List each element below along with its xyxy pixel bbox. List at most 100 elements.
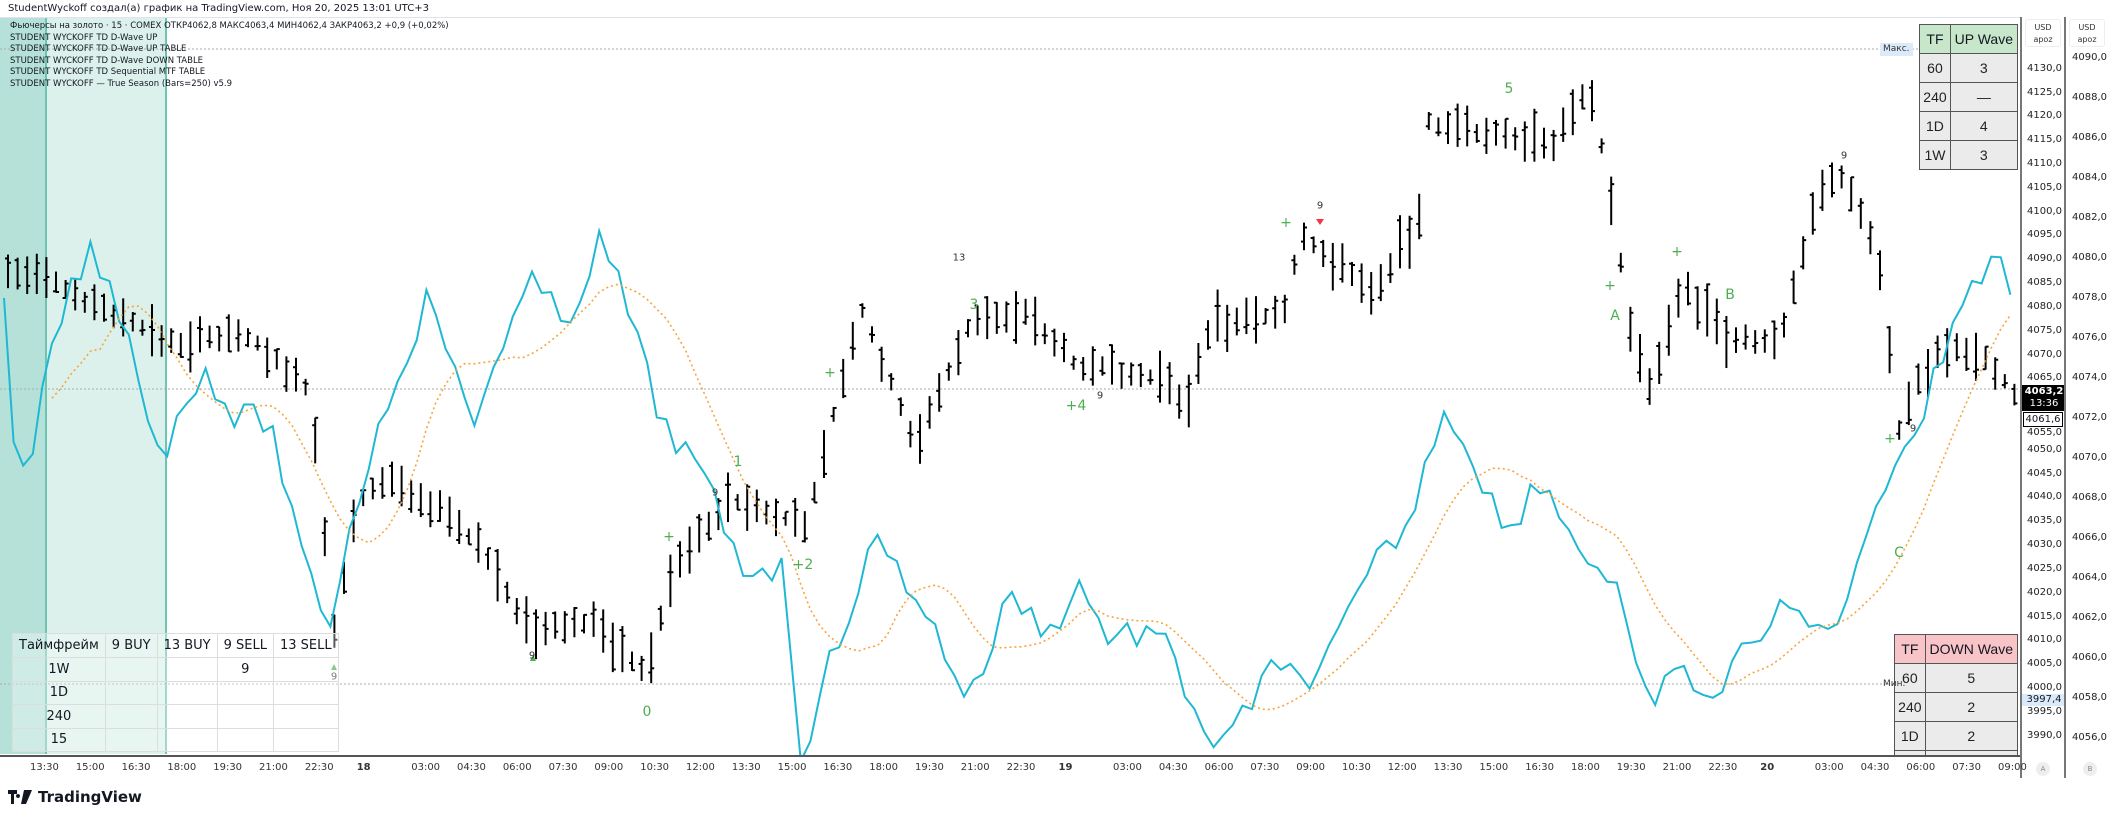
- header-cell: DOWN Wave: [1924, 634, 2019, 664]
- ohlc-bar: [1646, 368, 1653, 405]
- time-label: 09:00: [1997, 762, 2027, 773]
- price-label: 4055,0: [2027, 427, 2062, 438]
- ohlc-bar: [619, 626, 626, 673]
- ohlc-bar: [801, 511, 808, 543]
- price-label: 4020,0: [2027, 586, 2062, 598]
- indicator-legend-item[interactable]: STUDENT WYCKOFF — True Season (Bars=250)…: [10, 78, 233, 89]
- ohlc-bar: [1157, 350, 1163, 403]
- cell: 3: [1949, 140, 2019, 170]
- ohlc-bar: [1790, 270, 1797, 305]
- axis-a-button[interactable]: A: [2036, 762, 2050, 776]
- time-label: 22:30: [304, 762, 334, 773]
- td-count-label: 13: [952, 252, 966, 264]
- price-label: 4090,0: [2072, 52, 2107, 63]
- ohlc-bar: [1493, 119, 1499, 146]
- ohlc-bar: [955, 330, 962, 376]
- ohlc-bar: [389, 461, 395, 497]
- ohlc-bar: [72, 279, 79, 311]
- ohlc-bar: [849, 321, 856, 360]
- ohlc-bar: [513, 598, 520, 625]
- price-label: 4045,0: [2027, 467, 2062, 479]
- ohlc-bar: [571, 607, 578, 638]
- ohlc-bar: [1761, 329, 1768, 353]
- ohlc-bar: [811, 481, 818, 504]
- price-axis-a[interactable]: USD apoz 4130,0 4125,0 4120,0 4115,0 4110,0 41…: [2020, 17, 2066, 778]
- indicator-legend-item[interactable]: STUDENT WYCKOFF TD Sequential MTF TABLE: [10, 67, 206, 77]
- ohlc-bar: [1070, 355, 1077, 370]
- currency-label: USD: [2078, 23, 2096, 32]
- cell: 1W: [1919, 140, 1951, 170]
- time-label: 07:30: [548, 762, 578, 773]
- indicator-legend-item[interactable]: STUDENT WYCKOFF TD D-Wave UP TABLE: [10, 44, 187, 54]
- cell: 2: [1924, 692, 2019, 722]
- cell: 15: [12, 727, 106, 752]
- time-label: 09:00: [594, 762, 624, 773]
- ohlc-bar: [907, 420, 914, 448]
- cell: [216, 680, 275, 705]
- time-label: 06:00: [502, 762, 532, 773]
- ohlc-bar: [1109, 344, 1115, 385]
- ohlc-bar: [763, 500, 770, 525]
- price-axis-b[interactable]: USD apoz 4090,0 4088,0 4086,0 4084,0 4082,0 40…: [2064, 17, 2112, 778]
- tradingview-logo[interactable]: TradingView: [8, 788, 142, 806]
- ohlc-bar: [552, 611, 559, 639]
- cell: [104, 657, 158, 682]
- ohlc-bar: [1387, 253, 1394, 284]
- time-label: 12:00: [1387, 762, 1417, 773]
- wave-label: +4: [1065, 398, 1087, 414]
- ohlc-bar: [1061, 332, 1067, 363]
- cell: 240: [12, 704, 106, 729]
- cell: [273, 657, 339, 682]
- ohlc-bar: [1819, 169, 1826, 211]
- price-label: 4086,0: [2072, 132, 2107, 143]
- ohlc-bar: [91, 284, 98, 321]
- wave-label: +: [1884, 431, 1896, 447]
- time-label: 10:30: [1342, 762, 1371, 773]
- ohlc-bar: [1425, 111, 1432, 130]
- ohlc-bar: [1896, 420, 1903, 440]
- ohlc-bar: [1665, 304, 1672, 356]
- cell: [273, 727, 339, 752]
- ohlc-bar: [398, 465, 405, 507]
- ohlc-bar: [1598, 138, 1605, 154]
- cell: 2: [1924, 721, 2019, 751]
- ohlc-bar: [581, 613, 587, 634]
- time-axis[interactable]: 13:30 15:00 16:30 18:00 19:30 21:00 22:30 18 03:…: [0, 755, 2027, 778]
- ohlc-bar: [1013, 291, 1019, 344]
- cell: 60: [1919, 53, 1951, 83]
- price-label: 4080,0: [2027, 300, 2062, 312]
- ohlc-bar: [1176, 384, 1183, 419]
- time-label: 03:00: [1113, 762, 1142, 773]
- moving-average-line: [51, 283, 2012, 711]
- cell: 240: [1894, 692, 1926, 722]
- price-label: 4110,0: [2027, 158, 2062, 169]
- price-label: 4000,0: [2027, 682, 2062, 693]
- ohlc-bar: [1377, 264, 1384, 302]
- bar-countdown: 13:36: [2029, 398, 2059, 409]
- price-label: 4058,0: [2072, 692, 2107, 703]
- chart-legend: Фьючерсы на золото · 15 · COMEX ОТКР4062…: [10, 21, 449, 90]
- indicator-legend-item[interactable]: STUDENT WYCKOFF TD D-Wave UP: [10, 32, 158, 43]
- ohlc-bar: [1781, 312, 1787, 338]
- ohlc-bar: [1454, 103, 1461, 147]
- chart-pane[interactable]: Фьючерсы на золото · 15 · COMEX ОТКР4062…: [0, 17, 2020, 755]
- ohlc-bar: [101, 293, 107, 322]
- time-label: 18: [356, 762, 371, 773]
- ohlc-bar: [1310, 236, 1317, 254]
- symbol-ohlc-line[interactable]: Фьючерсы на золото · 15 · COMEX ОТКР4062…: [10, 21, 449, 31]
- axis-a-unit-box[interactable]: USD apoz: [2025, 19, 2061, 47]
- ohlc-bar: [1320, 239, 1327, 268]
- ohlc-bar: [1608, 176, 1615, 226]
- ohlc-bar: [2001, 374, 2008, 389]
- axis-b-button[interactable]: B: [2083, 762, 2097, 776]
- cell: 3: [1949, 53, 2019, 83]
- time-label: 19:30: [915, 762, 944, 773]
- price-label: 4100,0: [2027, 205, 2062, 217]
- axis-b-unit-box[interactable]: USD apoz: [2069, 19, 2105, 47]
- ohlc-bar: [1339, 243, 1346, 283]
- time-label: 22:30: [1708, 762, 1738, 773]
- header-cell: 9 BUY: [104, 633, 158, 658]
- time-label: 03:00: [411, 762, 441, 773]
- price-label: 4005,0: [2027, 658, 2062, 670]
- indicator-legend-item[interactable]: STUDENT WYCKOFF TD D-Wave DOWN TABLE: [10, 55, 204, 66]
